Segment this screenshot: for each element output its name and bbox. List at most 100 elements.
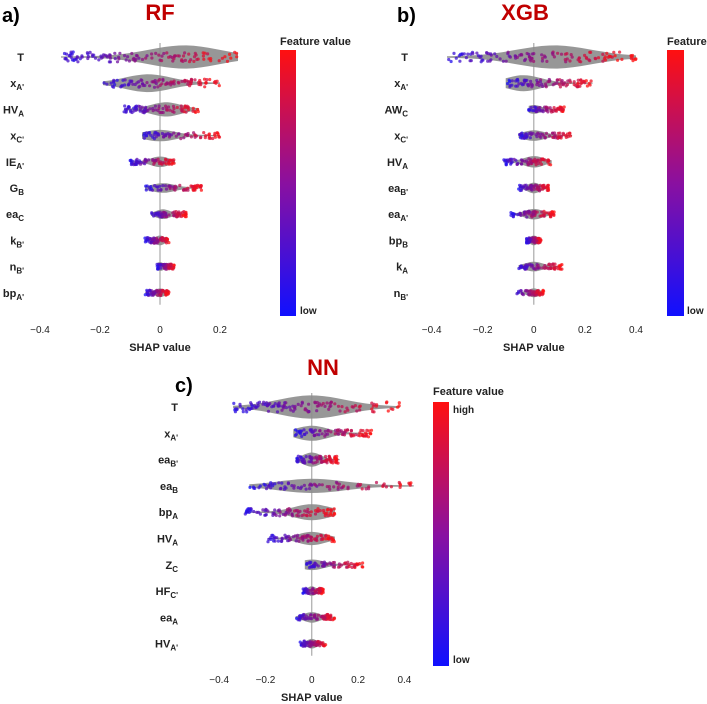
shap-point <box>323 404 327 408</box>
panel-nn: c) NN −0.4 −0.2 0 0.2 0.4 SHAP value TxA' eaB' e… <box>155 355 504 704</box>
shap-point <box>340 405 344 409</box>
shap-point <box>549 110 554 114</box>
shap-point <box>207 132 211 136</box>
shap-point <box>543 136 547 140</box>
shap-point <box>318 509 322 513</box>
feature-row: GB <box>10 183 203 197</box>
shap-point <box>532 59 536 64</box>
shap-point <box>323 514 327 518</box>
shap-point <box>152 137 156 141</box>
shap-point <box>319 537 323 542</box>
shap-point <box>277 481 281 485</box>
shap-point <box>280 537 284 541</box>
shap-point <box>509 158 513 162</box>
shap-point <box>308 513 312 518</box>
shap-point <box>316 640 320 644</box>
shap-point <box>159 263 163 267</box>
shap-point <box>363 431 367 435</box>
shap-point <box>522 265 526 269</box>
shap-point <box>156 133 160 137</box>
shap-point <box>113 51 117 55</box>
shap-point <box>122 110 126 114</box>
shap-point <box>489 58 493 62</box>
shap-point <box>262 400 266 404</box>
shap-point <box>123 83 127 87</box>
shap-point <box>579 60 583 64</box>
shap-point <box>148 84 152 88</box>
shap-point <box>172 131 176 135</box>
shap-point <box>88 50 92 55</box>
shap-point <box>151 158 155 162</box>
shap-point <box>353 404 357 408</box>
shap-point <box>525 135 529 139</box>
shap-point <box>173 188 177 192</box>
shap-point <box>194 110 198 114</box>
shap-point <box>189 77 193 81</box>
shap-point <box>343 430 347 435</box>
feature-label: HVA' <box>155 639 178 653</box>
shap-point <box>164 157 168 161</box>
shap-point <box>322 615 326 619</box>
shap-point <box>520 53 524 57</box>
shap-point <box>544 105 548 109</box>
shap-point <box>217 84 221 88</box>
shap-point <box>161 214 165 218</box>
feature-row: xA' <box>164 425 374 442</box>
shap-point <box>549 263 553 267</box>
shap-point <box>295 459 299 463</box>
shap-point <box>161 106 165 111</box>
shap-point <box>305 641 309 645</box>
shap-point <box>291 535 295 539</box>
shap-point <box>537 236 541 240</box>
shap-point <box>604 58 608 62</box>
shap-point <box>543 266 547 270</box>
shap-point <box>539 132 543 136</box>
shap-point <box>159 162 163 166</box>
feature-row: ZC <box>165 559 365 574</box>
shap-point <box>176 80 180 84</box>
shap-point <box>93 56 98 60</box>
shap-point <box>134 159 138 163</box>
shap-point <box>185 106 189 110</box>
shap-point <box>374 404 378 408</box>
x-tick-label: −0.4 <box>30 325 50 336</box>
shap-point <box>164 134 168 138</box>
shap-point <box>360 487 364 491</box>
shap-point <box>338 409 342 413</box>
shap-point <box>567 131 572 135</box>
shap-point <box>493 52 497 56</box>
shap-point <box>519 184 524 188</box>
feature-row: T <box>401 45 638 69</box>
shap-point <box>167 241 171 245</box>
shap-point <box>336 428 340 433</box>
shap-point <box>173 184 177 188</box>
shap-point <box>158 110 162 115</box>
colorbar-rf <box>280 50 296 316</box>
shap-point <box>203 51 207 55</box>
shap-point <box>512 157 516 161</box>
shap-point <box>150 56 154 60</box>
x-tick-label: −0.4 <box>209 675 229 686</box>
shap-point <box>215 79 219 83</box>
shap-point <box>154 131 158 135</box>
shap-point <box>301 591 305 595</box>
shap-point <box>292 486 296 490</box>
shap-point <box>589 79 593 83</box>
shap-point <box>309 535 313 540</box>
shap-point <box>515 78 519 82</box>
shap-point <box>576 78 580 82</box>
shap-point <box>585 84 590 88</box>
shap-point <box>199 185 203 189</box>
shap-point <box>119 85 123 89</box>
shap-point <box>536 158 540 162</box>
shap-point <box>555 81 559 85</box>
shap-point <box>154 51 158 56</box>
shap-point <box>109 81 113 85</box>
shap-point <box>184 132 189 136</box>
shap-point <box>311 586 315 591</box>
shap-point <box>449 59 453 64</box>
shap-point <box>298 536 303 540</box>
shap-point <box>277 404 281 408</box>
shap-point <box>326 613 330 617</box>
x-tick-label: −0.2 <box>256 675 276 686</box>
